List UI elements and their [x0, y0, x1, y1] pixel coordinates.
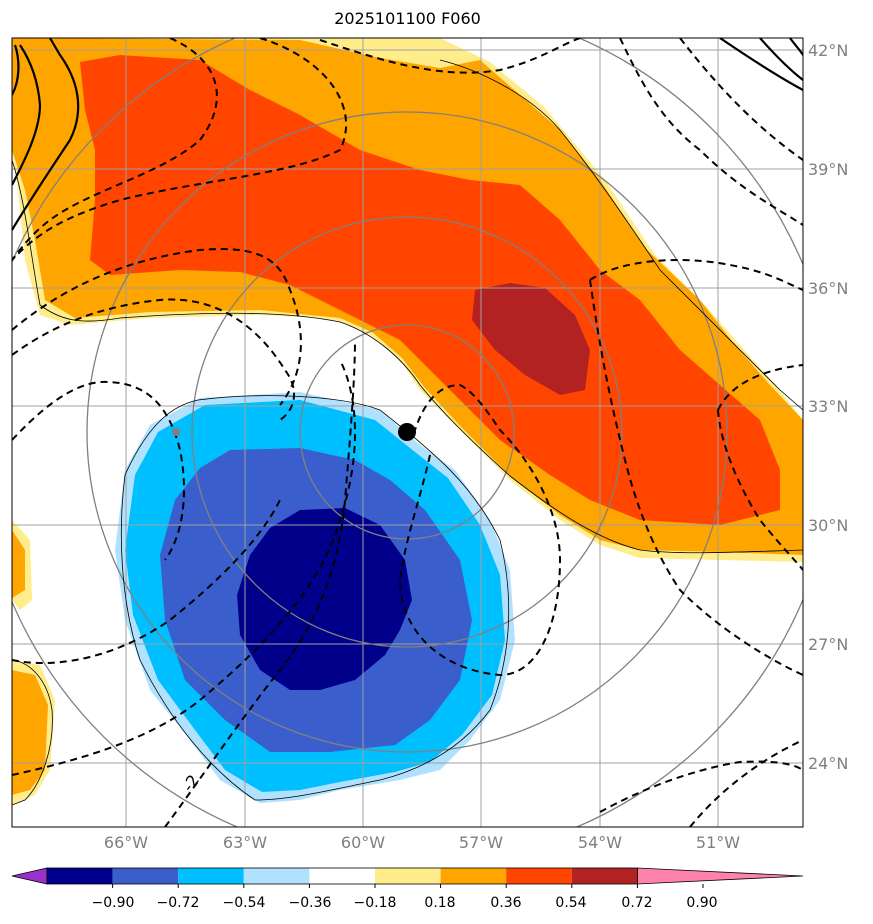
- colorbar-segment: [112, 868, 179, 884]
- colorbar-tick-label: 0.36: [490, 895, 522, 911]
- colorbar-tick-label: 0.54: [555, 895, 587, 911]
- lon-label-54w: 54°W: [577, 833, 623, 852]
- colorbar-tick-label: −0.18: [353, 895, 397, 911]
- colorbar-tick-label: 0.90: [686, 895, 718, 911]
- colorbar-segment: [440, 868, 507, 884]
- lat-label-36n: 36°N: [808, 279, 849, 298]
- lat-label-42n: 42°N: [808, 41, 849, 60]
- colorbar-segment: [506, 868, 572, 884]
- positive-anomaly-dark-red: [472, 283, 590, 395]
- lon-label-57w: 57°W: [458, 833, 504, 852]
- colorbar-tick-label: −0.90: [91, 895, 135, 911]
- colorbar-tick-label: 0.18: [424, 895, 456, 911]
- contour-label: -2: [178, 771, 203, 795]
- colorbar-tick-label: −0.54: [222, 895, 266, 911]
- lat-label-30n: 30°N: [808, 516, 849, 535]
- secondary-marker: [172, 428, 180, 436]
- positive-anomaly-orange-red: [80, 55, 780, 525]
- colorbar-tick-label: 0.72: [621, 895, 653, 911]
- colorbar: [11, 867, 804, 888]
- lon-label-63w: 63°W: [222, 833, 268, 852]
- colorbar-tick-label: −0.72: [156, 895, 200, 911]
- map-plot-area: -2: [12, 38, 803, 827]
- lat-label-39n: 39°N: [808, 160, 849, 179]
- lat-label-33n: 33°N: [808, 397, 849, 416]
- colorbar-extend-min: [11, 867, 48, 885]
- colorbar-segment: [375, 868, 441, 884]
- lat-label-27n: 27°N: [808, 635, 849, 654]
- positive-anomaly-left-edge-orange: [12, 530, 48, 795]
- lat-label-24n: 24°N: [808, 754, 849, 773]
- colorbar-segment: [571, 868, 638, 884]
- map-title: 2025101100 F060: [334, 9, 481, 28]
- dashed-contours: [12, 38, 803, 827]
- colorbar-frame: [46, 867, 638, 885]
- colorbar-segment: [243, 868, 310, 884]
- colorbar-tick-label: −0.36: [288, 895, 332, 911]
- colorbar-segment: [309, 868, 375, 884]
- map-frame: [11, 37, 804, 828]
- lon-label-66w: 66°W: [103, 833, 149, 852]
- colorbar-segment: [178, 868, 244, 884]
- graticule: [12, 38, 803, 827]
- solid-contours: [12, 38, 803, 231]
- lon-label-60w: 60°W: [340, 833, 386, 852]
- storm-center-marker: [398, 423, 416, 441]
- colorbar-extend-max: [637, 867, 804, 885]
- lon-label-51w: 51°W: [695, 833, 741, 852]
- colorbar-segment: [47, 868, 113, 884]
